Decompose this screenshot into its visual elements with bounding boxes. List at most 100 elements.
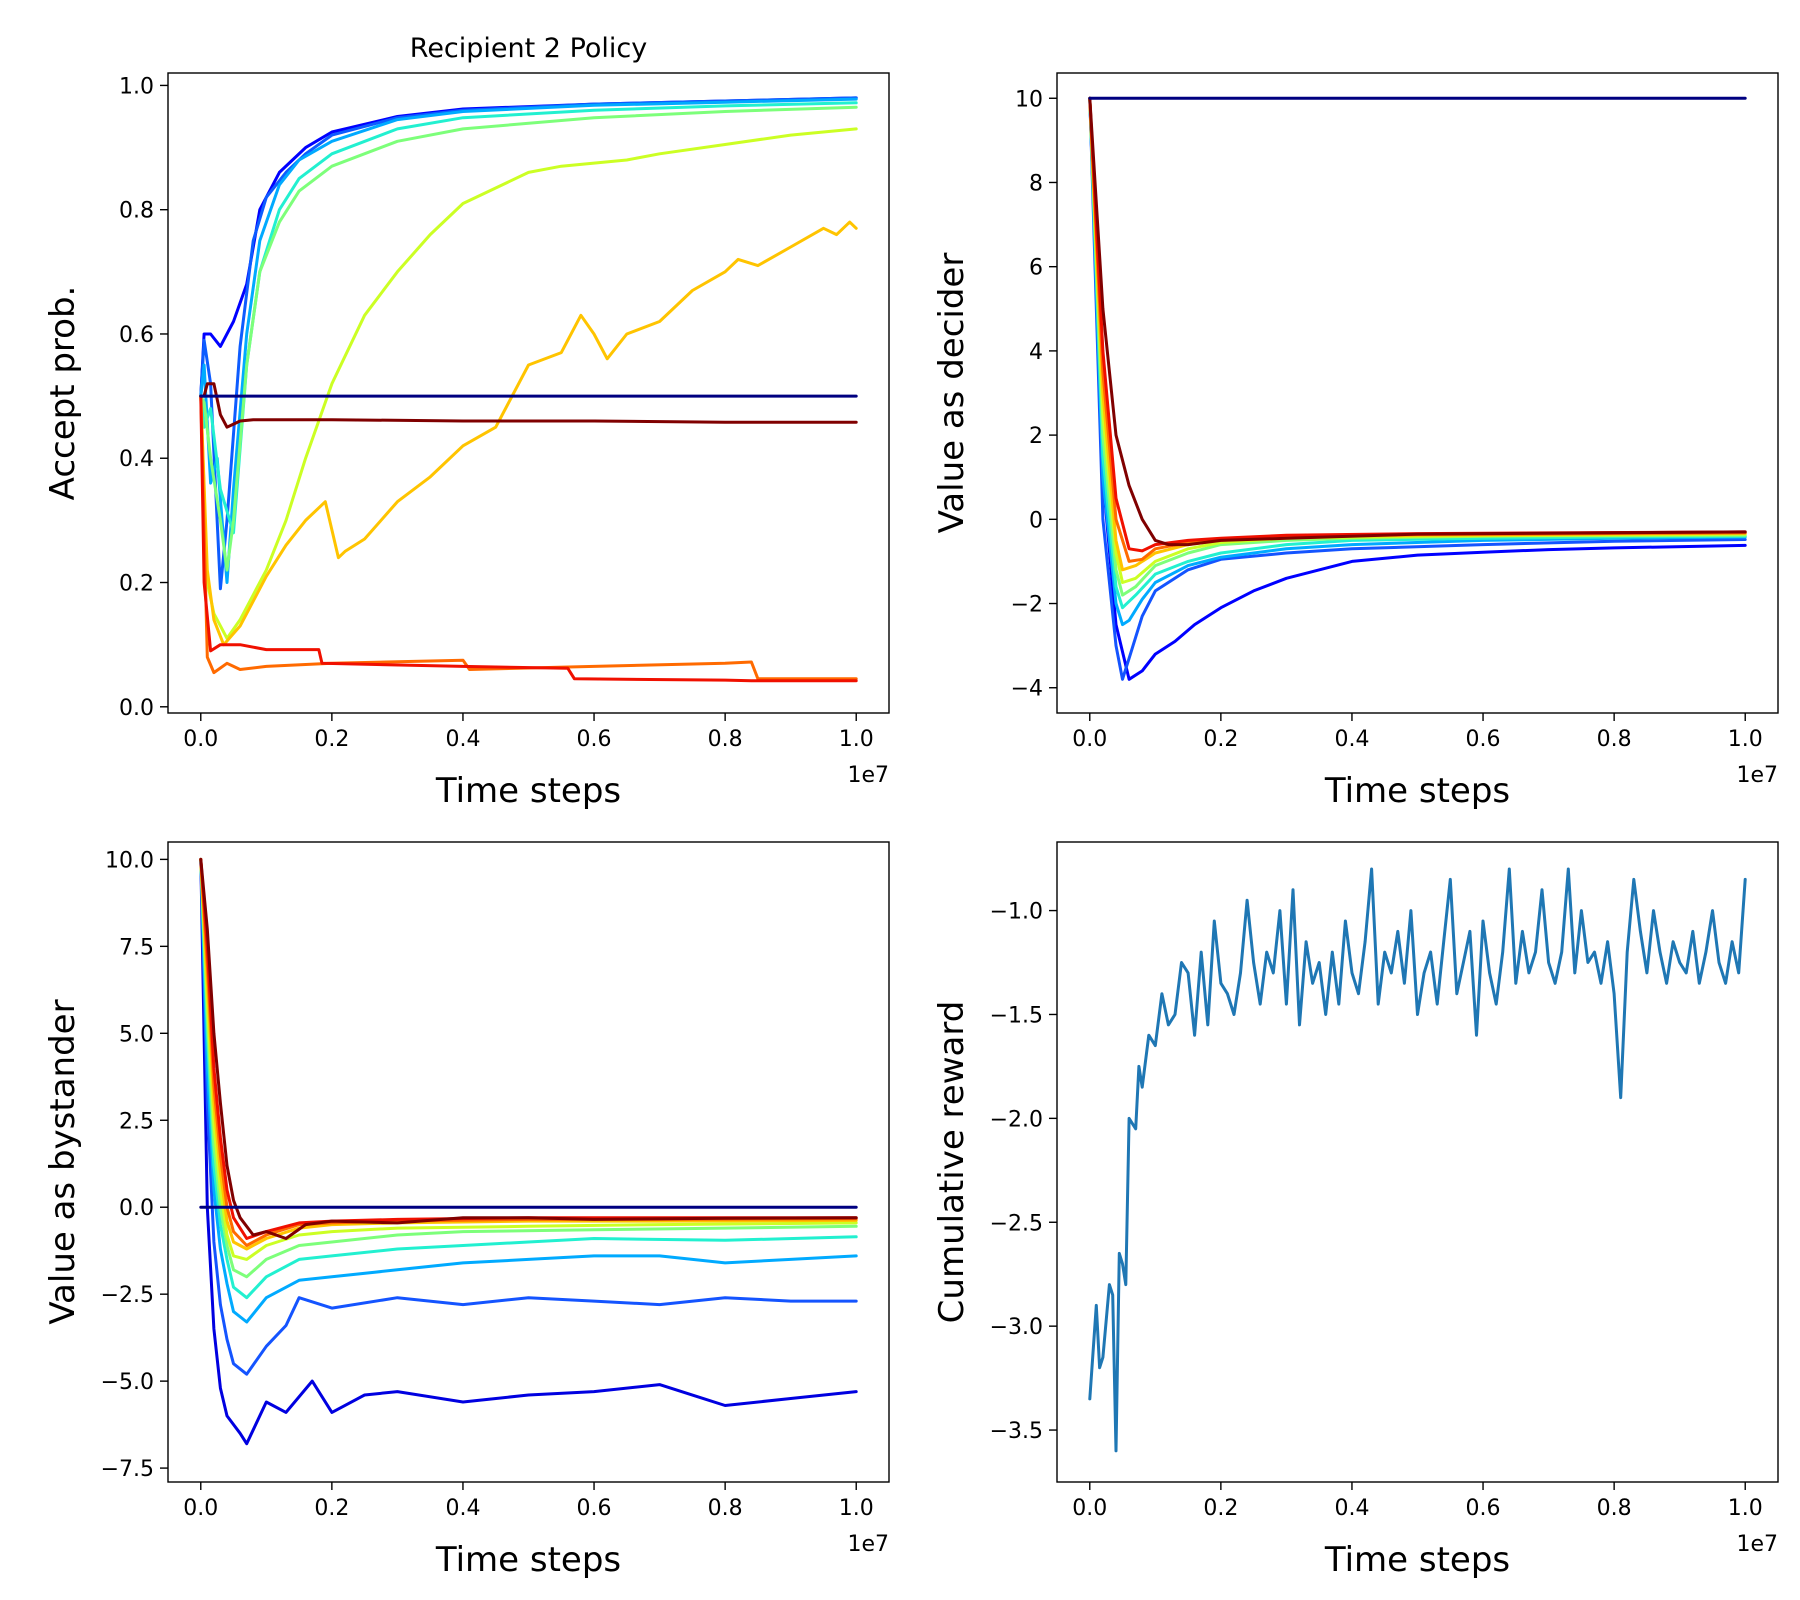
series-line-3 (1088, 96, 1747, 627)
x-tick-label: 1.0 (839, 727, 874, 752)
x-tick-label: 0.8 (1597, 1496, 1632, 1521)
x-tick-label: 0.0 (1072, 1496, 1107, 1521)
series-line-8 (199, 394, 858, 681)
x-offset-label: 1e7 (847, 1532, 889, 1557)
plot-area (199, 857, 858, 1446)
x-tick-label: 0.6 (1466, 727, 1501, 752)
series-line-1 (1088, 867, 1747, 1453)
x-tick-label: 0.2 (314, 727, 349, 752)
axes-frame (167, 72, 890, 714)
series-line-7 (199, 857, 858, 1251)
y-tick-label: 0.0 (119, 696, 154, 721)
series-line-5 (199, 857, 858, 1279)
x-tick-label: 0.6 (1466, 1496, 1501, 1521)
y-tick-label: 0.4 (119, 447, 154, 472)
x-offset-label: 1e7 (847, 763, 889, 788)
y-tick-label: 0.0 (119, 1196, 154, 1221)
y-tick-label: 1.0 (119, 74, 154, 99)
axes-frame (167, 841, 890, 1483)
series-line-10 (199, 857, 858, 1240)
series-line-5 (1088, 96, 1747, 597)
x-tick-label: 0.8 (708, 1496, 743, 1521)
chart-3: 0.0 0.2 0.4 0.6 0.8 1.0 −7.5 −5.0 −2.5 0.0 2.5 5.0 7… (43, 841, 890, 1580)
x-tick-label: 0.2 (1203, 727, 1238, 752)
chart-4: 0.0 0.2 0.4 0.6 0.8 1.0 −3.5 −3.0 −2.5 −2.0 −1.5 −1… (932, 841, 1779, 1580)
y-tick-label: −1.5 (990, 1003, 1043, 1028)
series-line-5 (199, 105, 858, 572)
plot-area (199, 96, 858, 683)
chart-2: 0.0 0.2 0.4 0.6 0.8 1.0 −4 −2 0 2 4 6 8 10 1e7 Time ste… (932, 72, 1779, 811)
series-line-2 (1088, 96, 1747, 681)
y-axis-label: Value as decider (932, 253, 972, 534)
y-tick-label: 0.2 (119, 572, 154, 597)
series-line-3 (199, 857, 858, 1324)
series-line-9 (199, 857, 858, 1240)
series-line-10 (1088, 96, 1747, 547)
y-tick-label: 5.0 (119, 1022, 154, 1047)
y-tick-label: 2.5 (119, 1109, 154, 1134)
chart-title: Recipient 2 Policy (410, 33, 647, 64)
x-offset-label: 1e7 (1736, 1532, 1778, 1557)
x-tick-label: 1.0 (839, 1496, 874, 1521)
x-tick-label: 0.0 (183, 727, 218, 752)
y-tick-label: 7.5 (119, 935, 154, 960)
x-tick-label: 0.2 (314, 1496, 349, 1521)
series-line-4 (1088, 96, 1747, 610)
y-tick-label: 10.0 (105, 848, 154, 873)
series-line-10 (199, 382, 858, 429)
y-axis-label: Cumulative reward (932, 1001, 972, 1324)
y-axis-label: Accept prob. (43, 286, 83, 501)
series-line-4 (199, 857, 858, 1300)
x-tick-label: 0.6 (577, 727, 612, 752)
series-line-6 (199, 857, 858, 1261)
x-axis-label: Time steps (1324, 771, 1510, 811)
series-line-8 (1088, 96, 1747, 563)
y-tick-label: −7.5 (101, 1457, 154, 1482)
y-tick-label: −4 (1011, 677, 1043, 702)
x-axis-label: Time steps (1324, 1540, 1510, 1580)
x-tick-label: 0.8 (1597, 727, 1632, 752)
y-tick-label: −5.0 (101, 1370, 154, 1395)
y-tick-label: 4 (1029, 340, 1043, 365)
x-tick-label: 1.0 (1728, 1496, 1763, 1521)
series-line-9 (199, 394, 858, 683)
series-line-8 (199, 857, 858, 1247)
y-tick-label: −1.0 (990, 900, 1043, 925)
y-tick-label: 2 (1029, 424, 1043, 449)
x-tick-label: 0.2 (1203, 1496, 1238, 1521)
y-tick-label: 0 (1029, 508, 1043, 533)
axes-frame (1056, 72, 1779, 714)
plot-area (1088, 867, 1747, 1453)
x-tick-label: 0.6 (577, 1496, 612, 1521)
y-tick-label: 6 (1029, 256, 1043, 281)
y-tick-label: −2.0 (990, 1107, 1043, 1132)
x-tick-label: 0.0 (183, 1496, 218, 1521)
x-tick-label: 0.8 (708, 727, 743, 752)
series-line-7 (1088, 96, 1747, 572)
y-tick-label: 10 (1015, 87, 1043, 112)
y-tick-label: −3.5 (990, 1419, 1043, 1444)
x-offset-label: 1e7 (1736, 763, 1778, 788)
x-tick-label: 0.4 (445, 727, 480, 752)
series-line-1 (199, 857, 858, 1446)
series-line-1 (199, 96, 858, 398)
plot-area (1088, 96, 1747, 681)
series-line-6 (199, 127, 858, 640)
x-axis-label: Time steps (435, 1540, 621, 1580)
y-axis-label: Value as bystander (43, 999, 83, 1324)
y-tick-label: −2.5 (990, 1211, 1043, 1236)
series-line-1 (1088, 96, 1747, 681)
y-tick-label: −3.0 (990, 1315, 1043, 1340)
y-tick-label: −2.5 (101, 1283, 154, 1308)
chart-1: 0.0 0.2 0.4 0.6 0.8 1.0 0.0 0.2 0.4 0.6 0.8 1.0 1e7 T… (43, 33, 890, 811)
y-tick-label: 0.8 (119, 199, 154, 224)
series-line-6 (1088, 96, 1747, 584)
x-tick-label: 0.4 (1334, 1496, 1369, 1521)
y-tick-label: 0.6 (119, 323, 154, 348)
series-line-7 (199, 220, 858, 647)
axes-frame (1056, 841, 1779, 1483)
series-line-9 (1088, 96, 1747, 553)
x-tick-label: 0.4 (445, 1496, 480, 1521)
series-line-4 (199, 101, 858, 535)
